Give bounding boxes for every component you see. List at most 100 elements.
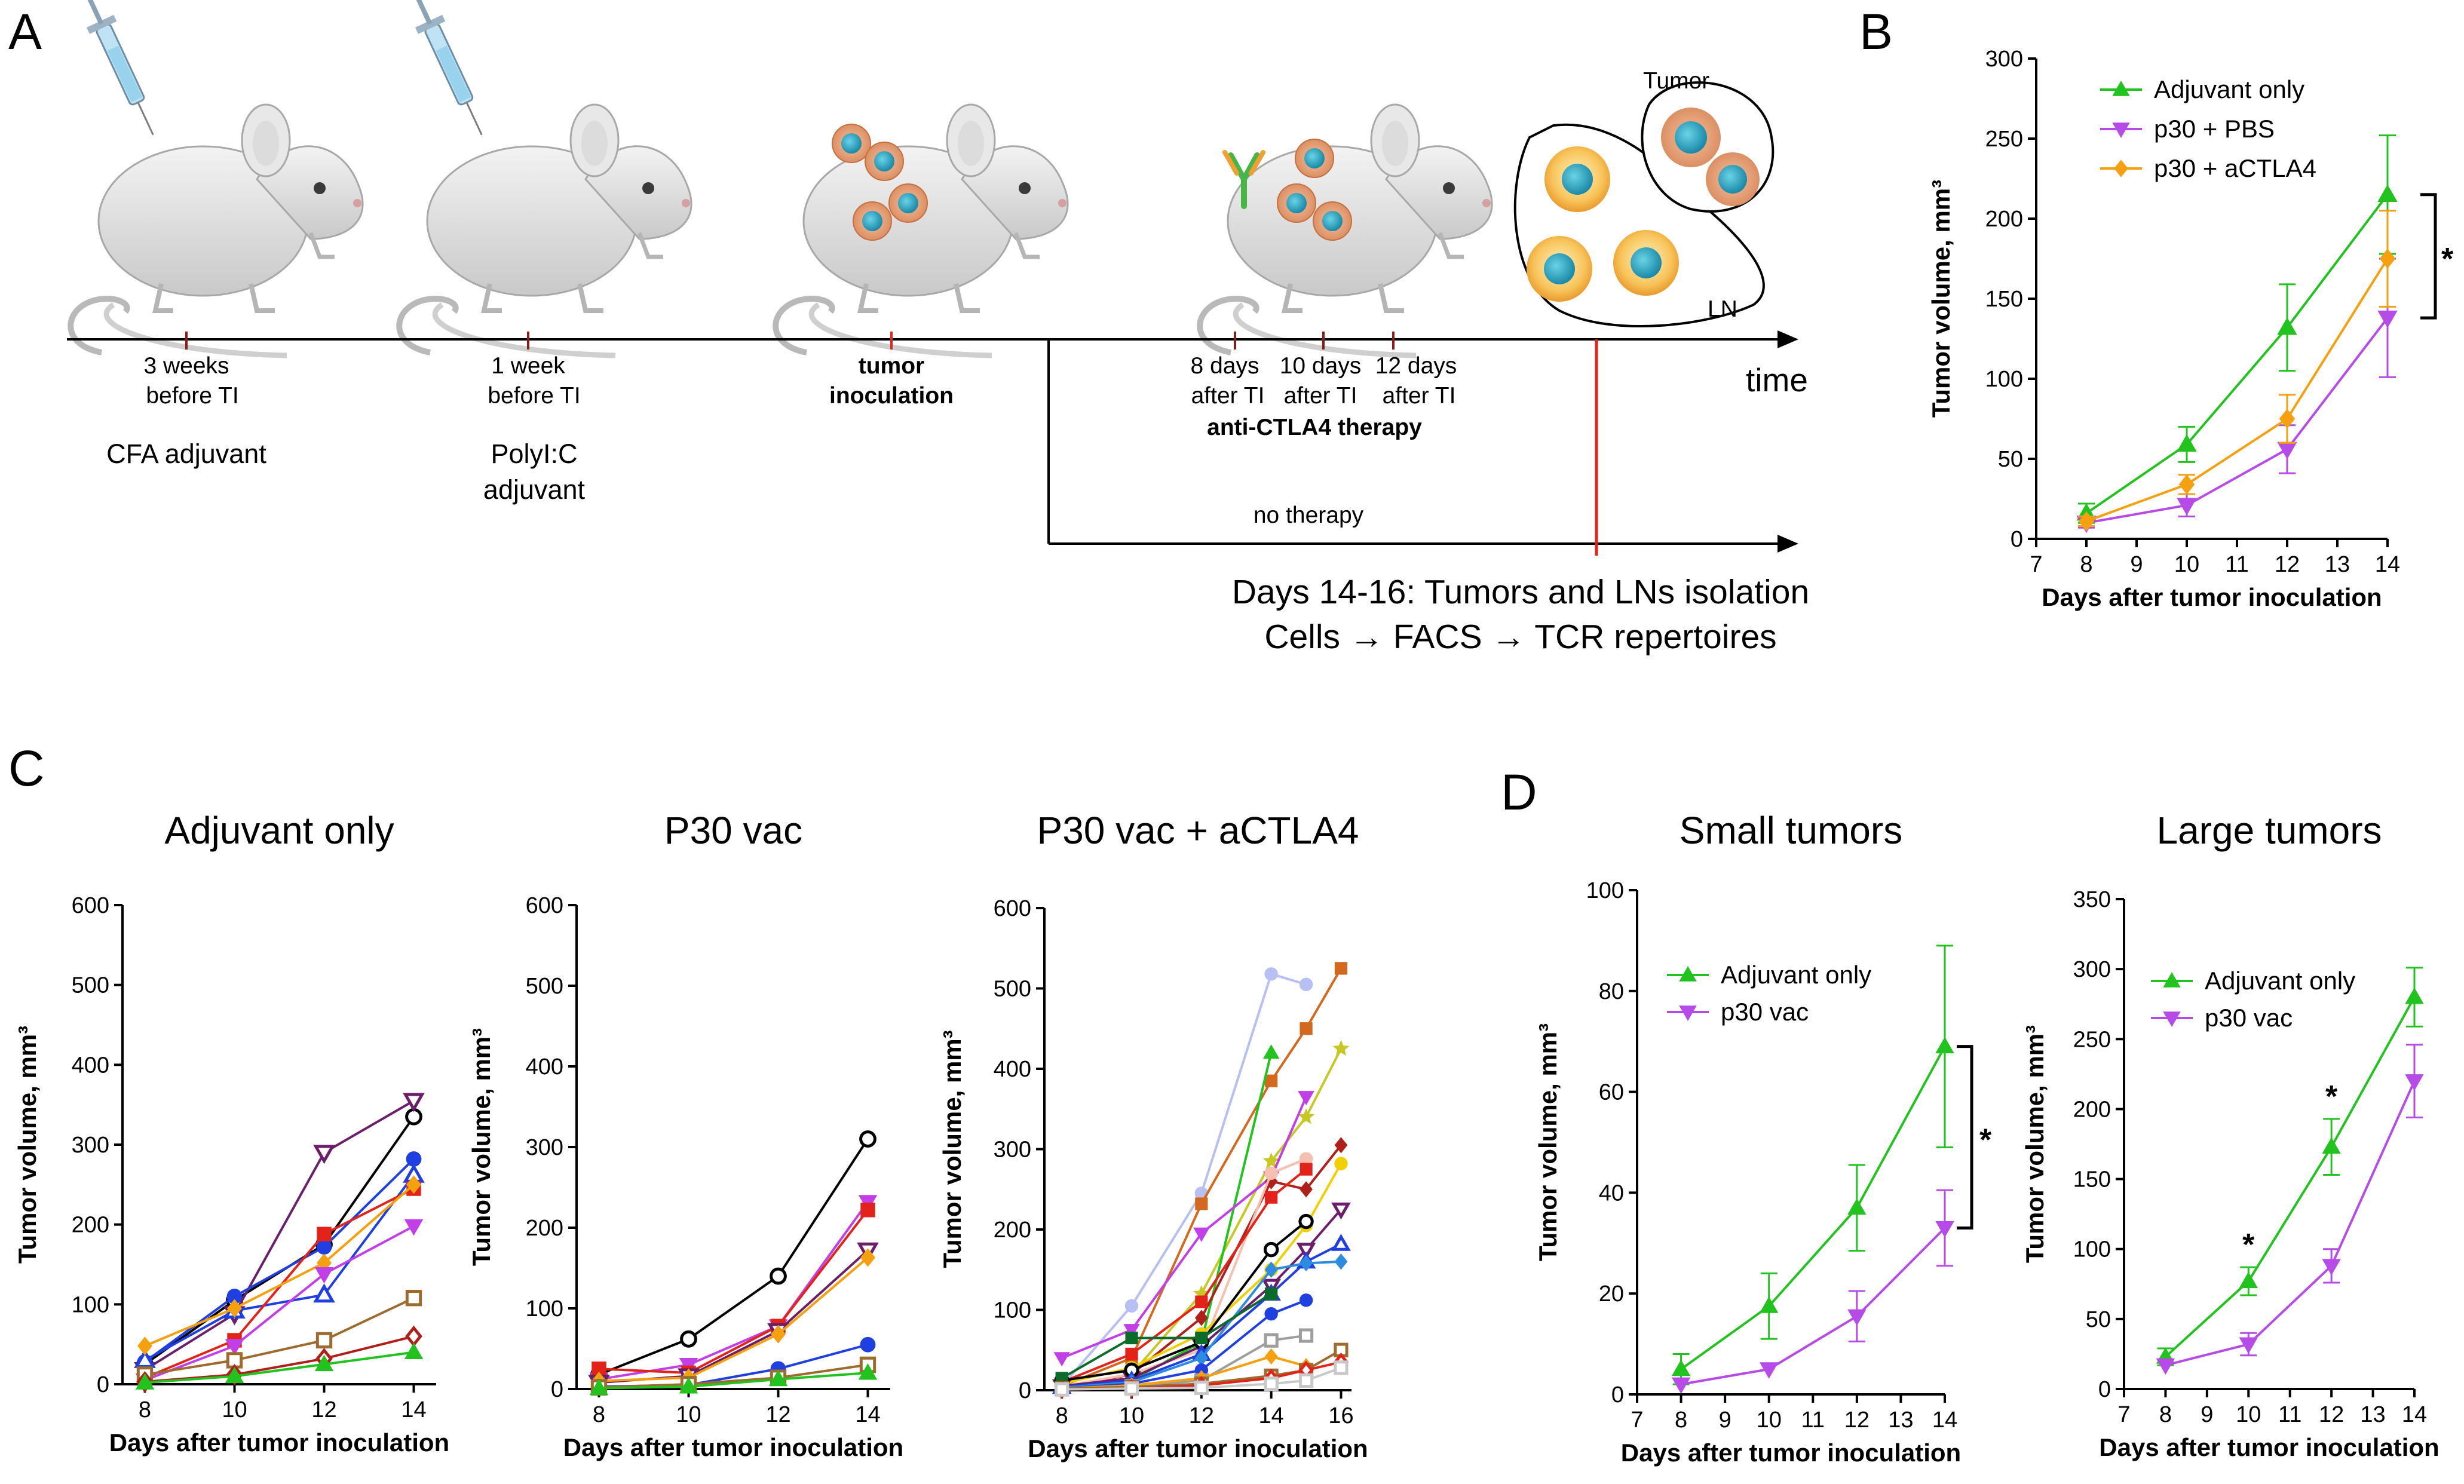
series-7 (589, 1363, 878, 1396)
data-point (2112, 122, 2130, 139)
data-point (859, 1130, 877, 1148)
x-tick-label: 10 (1119, 1403, 1144, 1428)
data-point (2177, 434, 2197, 452)
syringe-icon (73, 0, 168, 142)
timeline-axis (67, 330, 1798, 556)
data-point (1194, 1310, 1208, 1326)
y-tick-label: 50 (1998, 447, 2023, 472)
data-point (1055, 1382, 1069, 1397)
y-tick-label: 500 (994, 977, 1031, 1002)
data-point (317, 1227, 332, 1241)
data-point (313, 1145, 335, 1164)
data-point (1300, 1181, 1313, 1198)
y-tick-label: 400 (994, 1057, 1031, 1082)
isolation-caption: Days 14-16: Tumors and LNs isolation (1232, 573, 1809, 611)
series-4 (1053, 1091, 1314, 1367)
data-point (1124, 1299, 1139, 1313)
data-point (1194, 1380, 1209, 1396)
x-tick-label: 14 (1932, 1408, 1957, 1433)
x-tick-label: 14 (855, 1402, 880, 1427)
x-tick-label: 12 (2275, 552, 2300, 577)
y-tick-label: 500 (526, 974, 563, 999)
series-line (145, 1296, 415, 1376)
y-tick-label: 100 (1985, 367, 2023, 392)
data-point (2277, 441, 2297, 459)
mouse-icon (399, 105, 691, 355)
y-tick-label: 250 (1985, 127, 2023, 152)
series-line (144, 1174, 415, 1362)
y-tick-label: 150 (2073, 1167, 2111, 1192)
data-point (768, 1369, 788, 1387)
data-point (1299, 1293, 1313, 1307)
series-line (1062, 1243, 1342, 1388)
series-4 (137, 1181, 421, 1385)
data-point (2163, 971, 2181, 988)
event-note: PolyI:C (491, 439, 577, 469)
data-point (1334, 962, 1348, 975)
series-line (599, 1201, 869, 1381)
data-point (1053, 1352, 1070, 1367)
data-point (406, 1175, 421, 1194)
x-tick-label: 7 (1631, 1408, 1643, 1433)
y-axis-title: Tumor volume, mm³ (2021, 1025, 2049, 1263)
series-19 (1055, 1360, 1349, 1397)
legend-label: Adjuvant only (2205, 967, 2355, 995)
legend-label: p30 + PBS (2154, 115, 2275, 143)
therapy-label: anti-CTLA4 therapy (1207, 415, 1422, 440)
y-tick-label: 200 (72, 1213, 109, 1238)
data-point (1299, 977, 1313, 991)
series-line (1061, 1163, 1343, 1385)
data-point (1195, 1197, 1208, 1210)
y-tick-label: 80 (1599, 979, 1624, 1004)
data-point (1125, 1331, 1138, 1345)
significance-bracket (2420, 193, 2437, 320)
x-tick-label: 8 (1675, 1408, 1687, 1433)
data-point (589, 1378, 609, 1396)
data-point (1935, 1037, 1954, 1054)
data-point (771, 1324, 786, 1344)
data-point (1679, 965, 1697, 982)
series-line (2086, 317, 2389, 525)
data-point (2163, 1011, 2181, 1028)
data-point (680, 1330, 697, 1348)
data-point (405, 1325, 422, 1347)
data-point (226, 1352, 243, 1369)
therapy-day: 12 days (1375, 353, 1457, 379)
series-line (599, 1256, 869, 1382)
data-point (1847, 1309, 1867, 1326)
legend-label: p30 vac (1721, 998, 1809, 1026)
data-point (1759, 1362, 1779, 1379)
therapy-day: 10 days (1280, 353, 1362, 379)
series-line (145, 1351, 414, 1384)
y-tick-label: 300 (526, 1135, 563, 1160)
x-tick-label: 10 (222, 1397, 247, 1422)
data-point (314, 1267, 334, 1284)
y-tick-label: 0 (97, 1372, 109, 1397)
data-point (1300, 1022, 1313, 1035)
series-1 (1671, 1189, 1954, 1394)
panel-label-b: B (1859, 4, 1893, 60)
legend-label: Adjuvant only (1721, 961, 1871, 989)
data-point (1123, 1324, 1140, 1339)
y-tick-label: 300 (72, 1133, 109, 1158)
data-point (860, 1203, 875, 1218)
series-4 (592, 1248, 875, 1391)
series-line (144, 1187, 415, 1379)
significance-star: * (2441, 242, 2454, 277)
y-tick-label: 300 (2073, 957, 2111, 982)
data-point (2078, 511, 2095, 532)
x-axis-title: Days after tumor inoculation (2099, 1433, 2439, 1461)
series-0 (2076, 134, 2398, 524)
ln-cluster-icon (1513, 81, 1775, 328)
series-line (599, 1363, 868, 1389)
data-point (1265, 1287, 1278, 1301)
data-point (1332, 1040, 1350, 1056)
data-point (1298, 1213, 1314, 1229)
series-line (599, 1249, 869, 1384)
x-tick-label: 13 (2325, 552, 2350, 577)
series-line (1061, 1292, 1272, 1379)
data-point (1264, 967, 1278, 981)
data-point (1671, 1377, 1691, 1394)
chart-title: Large tumors (2156, 809, 2382, 852)
